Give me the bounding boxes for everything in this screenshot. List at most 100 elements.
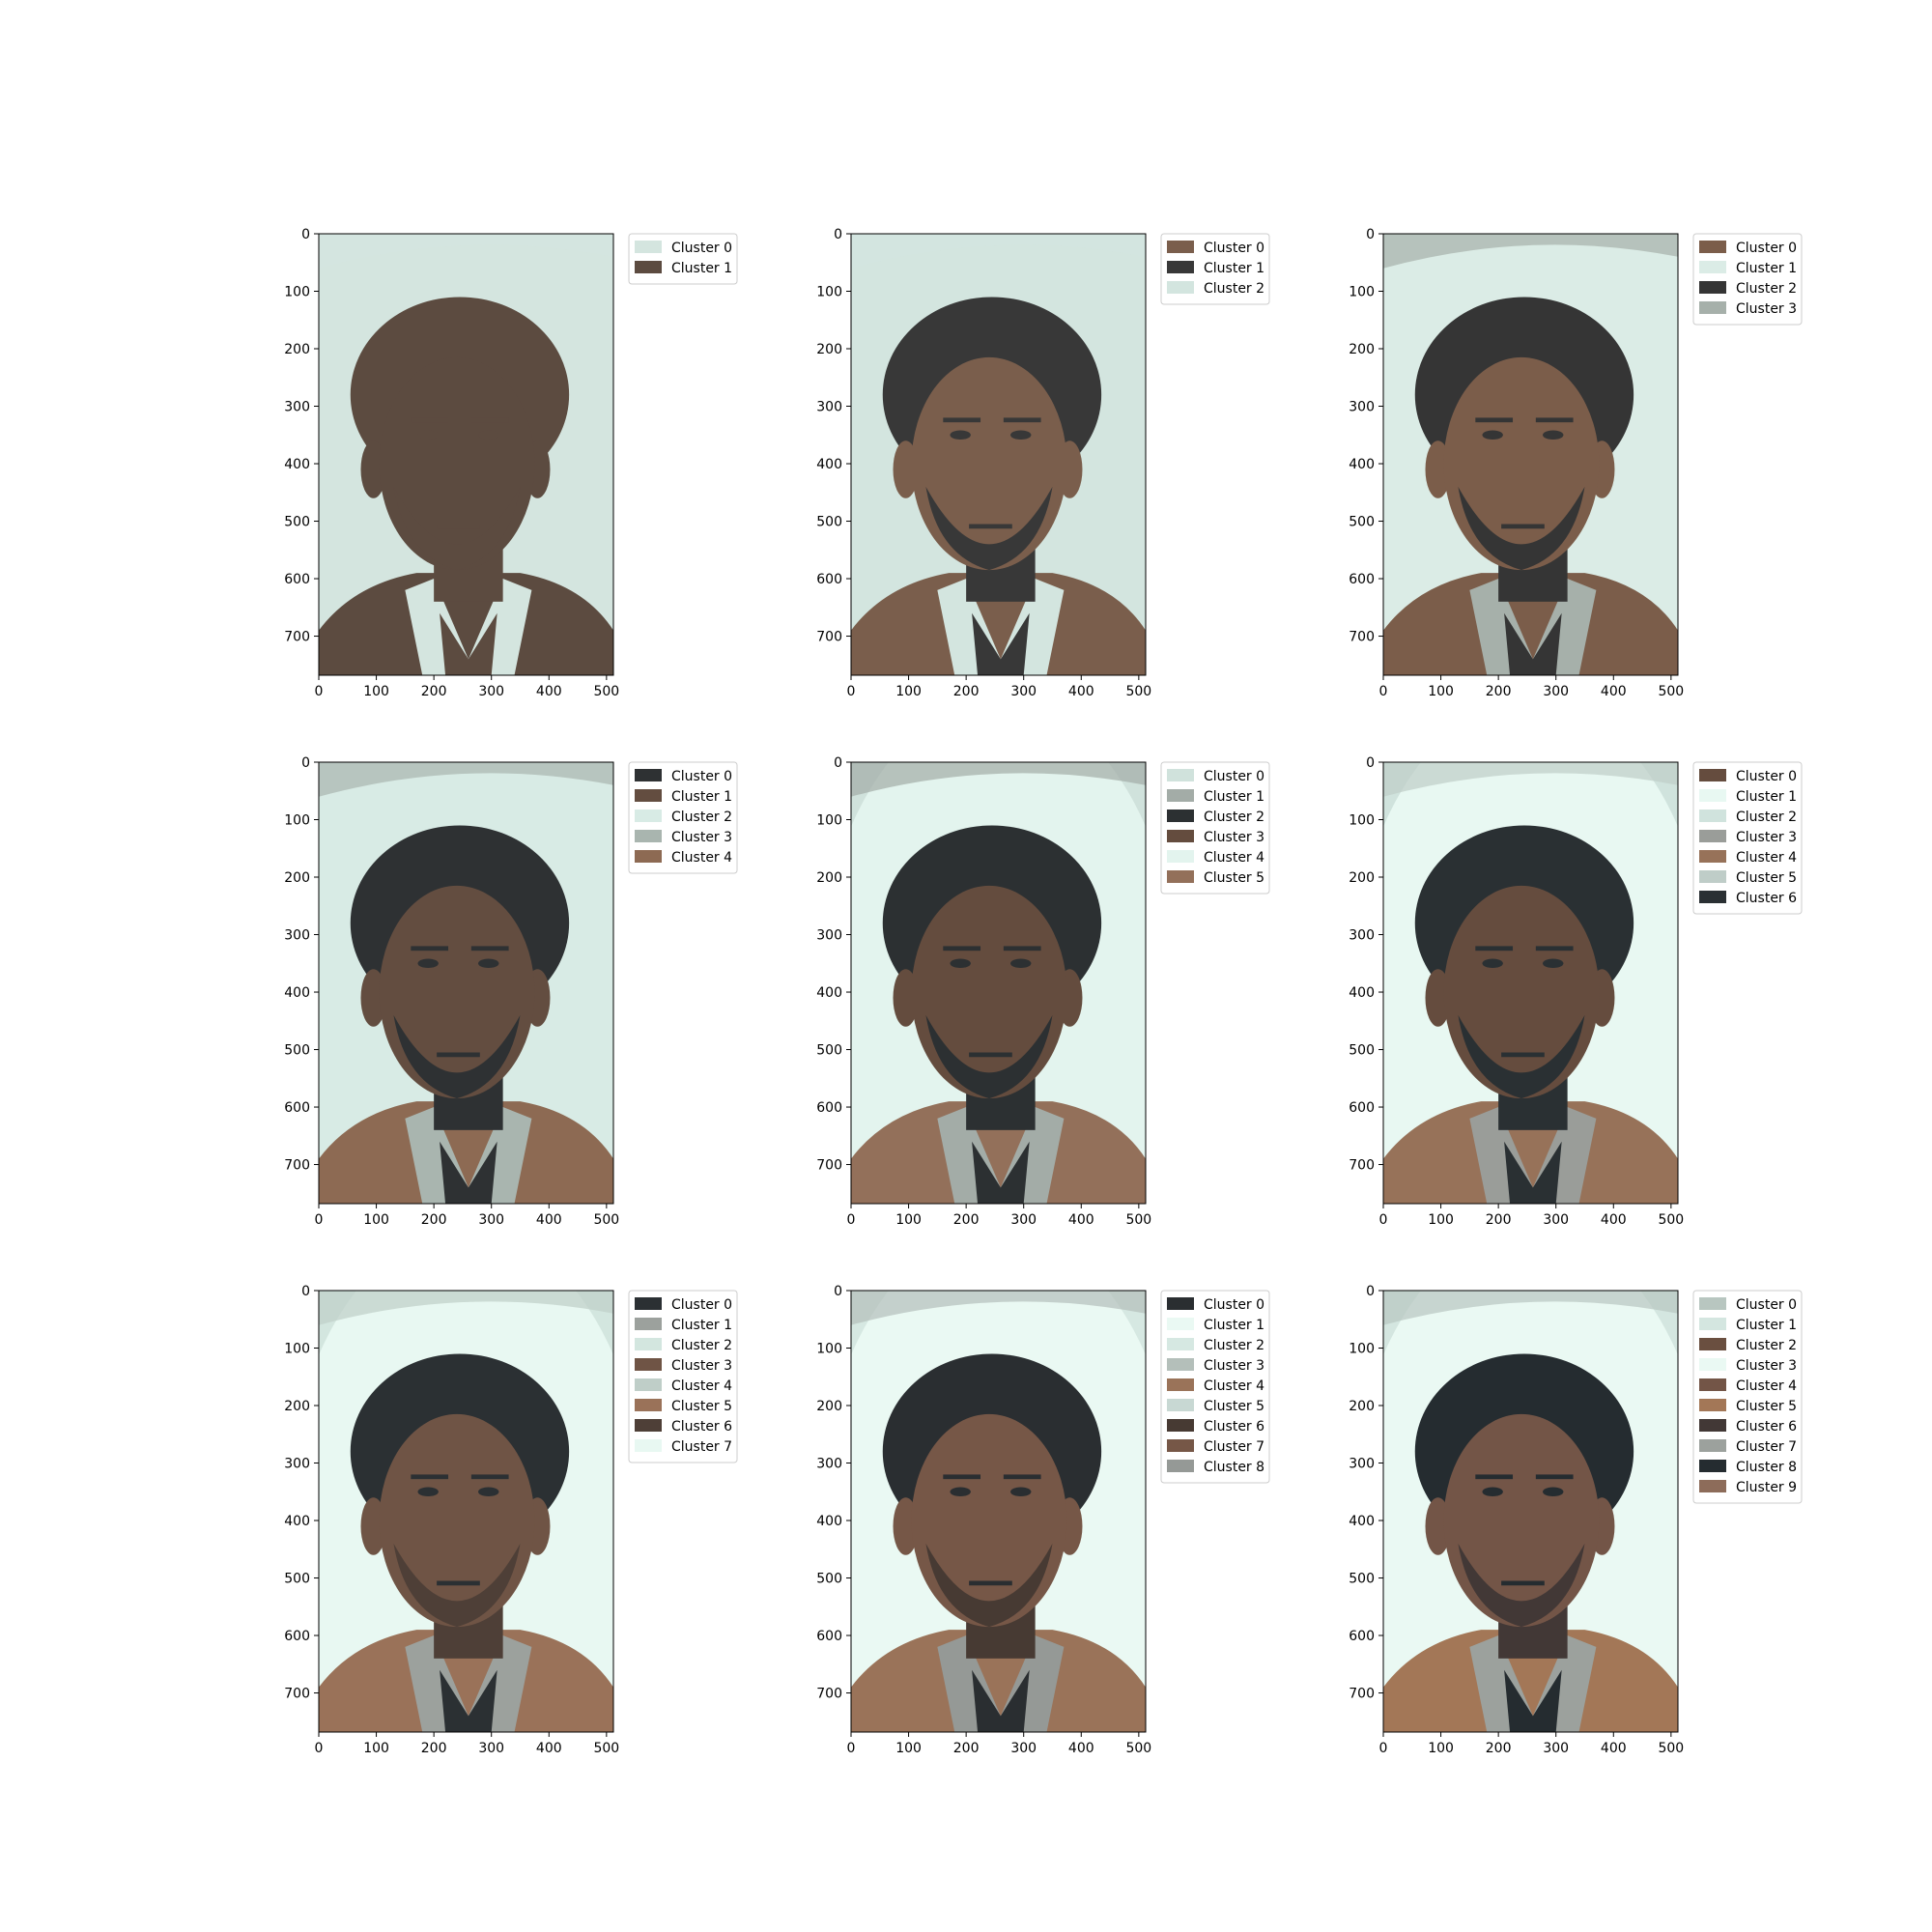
undershirt-shape [1504, 612, 1562, 675]
legend-label: Cluster 9 [1736, 1480, 1797, 1495]
undershirt-shape [972, 612, 1030, 675]
background-top-shade [851, 762, 1146, 797]
legend-swatch [1699, 1439, 1726, 1452]
legend-label: Cluster 5 [671, 1399, 732, 1414]
right-brow-shape [1003, 946, 1041, 952]
x-tick-label: 400 [1068, 1741, 1094, 1756]
axes-frame [318, 233, 614, 676]
x-tick-label: 100 [895, 1741, 922, 1756]
x-tick-label: 200 [1486, 684, 1512, 699]
shirt-collar-shape [937, 1635, 1065, 1732]
y-tick-label: 500 [816, 515, 842, 530]
right-eye-shape [478, 1487, 499, 1497]
shirt-collar-shape [405, 1107, 532, 1204]
legend-swatch [1699, 1399, 1726, 1411]
legend-swatch [1699, 1378, 1726, 1391]
mouth-shape [969, 1580, 1012, 1586]
quantized-portrait-image [1383, 762, 1678, 1204]
legend-label: Cluster 6 [1736, 891, 1797, 906]
x-tick-label: 0 [847, 1212, 856, 1228]
y-tick-label: 0 [834, 755, 842, 771]
background-top-shade [1383, 762, 1678, 797]
legend-label: Cluster 0 [1204, 769, 1264, 784]
legend-label: Cluster 0 [1736, 241, 1797, 256]
y-tick-label: 200 [1349, 1399, 1375, 1414]
x-tick-label: 200 [421, 684, 447, 699]
left-eye-shape [950, 1487, 971, 1497]
legend-swatch [1167, 261, 1194, 273]
x-tick-label: 200 [953, 684, 980, 699]
x-tick-label: 400 [1601, 1741, 1627, 1756]
legend-label: Cluster 1 [671, 261, 732, 276]
y-tick-label: 300 [1349, 1457, 1375, 1472]
y-tick-label: 100 [1349, 1342, 1375, 1357]
x-tick-label: 100 [1428, 684, 1454, 699]
beard-shape [925, 1543, 1053, 1628]
axes-frame [850, 761, 1147, 1205]
x-tick-label: 200 [1486, 1212, 1512, 1228]
y-tick-label: 700 [1349, 630, 1375, 645]
legend-label: Cluster 3 [1736, 830, 1797, 845]
legend-label: Cluster 1 [1204, 261, 1264, 276]
legend-label: Cluster 4 [671, 1378, 732, 1394]
left-eye-shape [1482, 430, 1503, 440]
legend-swatch [1167, 830, 1194, 842]
legend-swatch [1699, 769, 1726, 781]
y-tick-label: 100 [284, 285, 310, 300]
y-tick-label: 100 [284, 813, 310, 829]
shirt-collar-shape [405, 1635, 532, 1732]
legend: Cluster 0 Cluster 1 Cluster 2 Cluster 3 Clus… [1692, 1290, 1803, 1504]
legend-swatch [635, 1419, 662, 1432]
legend-label: Cluster 0 [1736, 769, 1797, 784]
legend-swatch [635, 1358, 662, 1371]
legend-label: Cluster 7 [671, 1439, 732, 1455]
y-tick-label: 600 [816, 1100, 842, 1116]
y-tick-label: 300 [816, 928, 842, 944]
legend-label: Cluster 5 [1204, 1399, 1264, 1414]
legend-label: Cluster 5 [1204, 870, 1264, 886]
legend-label: Cluster 0 [671, 1297, 732, 1313]
legend-swatch [1699, 789, 1726, 802]
jacket-shape [851, 573, 1146, 675]
legend-label: Cluster 4 [1736, 850, 1797, 866]
jacket-shape [1383, 1101, 1678, 1204]
legend: Cluster 0 Cluster 1 Cluster 2 Cluster 3 Clus… [628, 1290, 738, 1463]
legend: Cluster 0 Cluster 1 Cluster 2 Cluster 3 Clus… [628, 761, 738, 874]
y-tick-label: 700 [284, 630, 310, 645]
mouth-shape [437, 1580, 480, 1586]
legend-swatch [635, 769, 662, 781]
legend-swatch [1167, 789, 1194, 802]
legend-label: Cluster 0 [671, 241, 732, 256]
x-tick-label: 200 [421, 1212, 447, 1228]
face-shape [911, 356, 1067, 571]
y-tick-label: 300 [284, 400, 310, 415]
x-tick-label: 100 [1428, 1212, 1454, 1228]
legend-swatch [1699, 1297, 1726, 1310]
legend: Cluster 0 Cluster 1 Cluster 2 Cluster 3 Clus… [1160, 761, 1270, 895]
panel-8: 0 100 200 300 400 500 0 100 200 300 400 500 600 700 Cl… [816, 1284, 1270, 1756]
legend-swatch [1699, 850, 1726, 863]
background-top-shade [851, 1291, 1146, 1325]
legend-swatch [1699, 241, 1726, 253]
legend-label: Cluster 2 [1204, 1338, 1264, 1353]
x-tick-label: 300 [1543, 1741, 1569, 1756]
legend-swatch [1699, 810, 1726, 822]
x-tick-label: 500 [1125, 1741, 1151, 1756]
right-eye-shape [478, 958, 499, 969]
legend-label: Cluster 2 [1204, 810, 1264, 825]
y-tick-label: 300 [284, 928, 310, 944]
left-brow-shape [943, 1474, 981, 1480]
axes-frame [318, 1290, 614, 1733]
y-tick-label: 300 [1349, 400, 1375, 415]
left-brow-shape [411, 946, 449, 952]
y-tick-label: 100 [816, 813, 842, 829]
legend-swatch [1167, 281, 1194, 294]
left-brow-shape [411, 1474, 449, 1480]
face-shape [379, 1413, 535, 1628]
y-tick-label: 600 [284, 572, 310, 587]
axes-frame [1382, 761, 1679, 1205]
beard-shape [393, 486, 521, 571]
right-eye-shape [478, 430, 499, 440]
right-brow-shape [470, 417, 509, 423]
jacket-shape [319, 1101, 613, 1204]
